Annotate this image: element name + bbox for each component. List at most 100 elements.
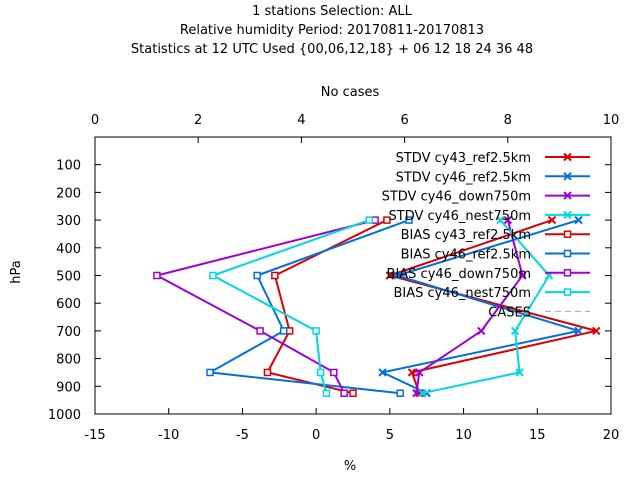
series-line: [381, 219, 580, 395]
legend-entry: BIAS cy46_nest750m: [394, 286, 590, 301]
data-point: [563, 230, 572, 238]
x2-tick-label: 4: [297, 113, 305, 128]
x2-tick-label: 0: [91, 113, 99, 128]
data-point: [312, 327, 320, 335]
x-tick-label: 5: [386, 428, 394, 443]
x-tick-label: -15: [84, 428, 105, 443]
legend-label: STDV cy46_nest750m: [389, 209, 531, 224]
data-point: [405, 216, 413, 224]
legend-label: STDV cy46_ref2.5km: [396, 170, 531, 185]
y-tick-label: 100: [56, 159, 81, 174]
legend-label: STDV cy46_down750m: [382, 190, 531, 205]
data-point: [563, 288, 572, 296]
data-point: [592, 326, 601, 336]
series-7: [153, 216, 379, 397]
series-5: [263, 216, 391, 397]
chart-title-line-3: Statistics at 12 UTC Used {00,06,12,18} …: [131, 42, 533, 57]
data-point: [563, 269, 572, 277]
legend-label: BIAS cy46_down750m: [387, 267, 531, 282]
y-tick-label: 500: [56, 270, 81, 285]
data-point: [547, 215, 557, 225]
y-tick-label: 1000: [48, 408, 81, 423]
data-point: [378, 368, 387, 377]
data-point: [418, 389, 427, 398]
data-point: [209, 271, 217, 280]
data-point: [563, 191, 572, 200]
chart-title: 1 stations Selection: ALL Relative humid…: [131, 4, 533, 57]
data-point: [515, 368, 524, 377]
data-point: [563, 152, 572, 162]
data-point: [371, 216, 379, 224]
data-point: [574, 215, 583, 225]
y-tick-label: 300: [56, 214, 81, 229]
plot-frame: [94, 136, 612, 415]
data-point: [574, 326, 583, 336]
series-line: [209, 219, 410, 395]
chart-title-line-2: Relative humidity Period: 20170811-20170…: [180, 23, 484, 38]
series-line: [155, 219, 376, 394]
x2-axis-ticks: 0 2 4 6 8 10: [91, 113, 619, 143]
data-point: [510, 326, 520, 336]
data-point: [285, 327, 294, 335]
legend-entry: BIAS cy46_down750m: [387, 267, 590, 282]
data-point: [316, 368, 325, 377]
y-tick-label: 900: [56, 380, 81, 395]
data-point: [396, 389, 404, 397]
series-line: [266, 219, 388, 395]
legend-entry: BIAS cy46_ref2.5km: [401, 248, 590, 263]
chart-title-line-1: 1 stations Selection: ALL: [252, 4, 413, 19]
y-axis-label: hPa: [9, 260, 24, 283]
x-tick-label: 10: [455, 428, 472, 443]
data-point: [477, 326, 486, 336]
data-point: [153, 271, 161, 280]
data-point: [279, 327, 288, 335]
x2-tick-label: 6: [400, 113, 408, 128]
data-point: [518, 271, 527, 280]
legend-entry: STDV cy46_ref2.5km: [396, 170, 590, 185]
series-4: [418, 215, 554, 398]
data-point: [407, 368, 417, 377]
data-point: [563, 249, 572, 258]
x2-tick-label: 2: [194, 113, 202, 128]
legend-entry: CASES: [488, 305, 590, 320]
legend-label: BIAS cy43_ref2.5km: [401, 228, 531, 243]
data-point: [563, 210, 572, 220]
legend-entry: STDV cy43_ref2.5km: [396, 151, 590, 166]
data-point: [340, 389, 348, 397]
legend-label: BIAS cy46_ref2.5km: [401, 248, 531, 263]
x-axis-label: %: [344, 459, 356, 474]
data-point: [393, 271, 402, 280]
x-tick-label: 0: [312, 428, 320, 443]
data-point: [206, 368, 214, 377]
legend-entry: BIAS cy43_ref2.5km: [401, 228, 590, 243]
data-point: [271, 271, 279, 280]
legend-entry: STDV cy46_down750m: [382, 190, 590, 205]
x2-axis-label: No cases: [321, 85, 380, 100]
series-layer: [153, 215, 601, 398]
data-point: [385, 271, 395, 280]
x-tick-label: 20: [603, 428, 620, 443]
x2-tick-label: 10: [603, 113, 620, 128]
y-tick-label: 400: [56, 242, 81, 257]
data-point: [503, 215, 513, 225]
y-tick-label: 200: [56, 186, 81, 201]
x-tick-label: -5: [236, 428, 249, 443]
x-tick-label: 15: [529, 428, 546, 443]
data-point: [253, 271, 261, 280]
data-point: [330, 368, 338, 377]
series-6: [206, 216, 413, 397]
data-point: [415, 368, 424, 377]
series-8: [209, 216, 373, 397]
data-point: [349, 389, 357, 397]
y-tick-label: 600: [56, 297, 81, 312]
data-point: [263, 368, 272, 377]
data-point: [496, 215, 505, 225]
legend: STDV cy43_ref2.5km STDV cy46_ref2.5km STDV…: [382, 151, 590, 320]
data-point: [563, 172, 572, 181]
legend-entry: STDV cy46_nest750m: [389, 209, 590, 224]
data-point: [322, 389, 331, 397]
legend-label: BIAS cy46_nest750m: [394, 286, 532, 301]
legend-label: STDV cy43_ref2.5km: [396, 151, 531, 166]
y-axis-ticks: 100 200 300 400 500 600 700 800 900 1000: [48, 159, 611, 423]
